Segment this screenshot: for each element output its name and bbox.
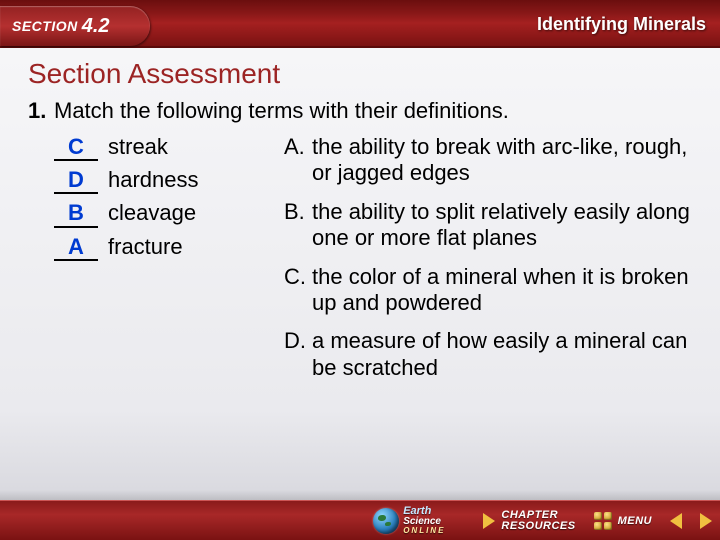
footer-bar: EarthScience ONLINE CHAPTER RESOURCES ME…	[0, 500, 720, 540]
definitions-column: A. the ability to break with arc-like, r…	[284, 134, 700, 393]
menu-grid-icon	[594, 512, 612, 530]
header-bar: SECTION 4.2 Identifying Minerals	[0, 0, 720, 48]
section-label: SECTION	[12, 18, 78, 34]
answer-blank: B	[54, 201, 98, 227]
definition-text: the color of a mineral when it is broken…	[312, 264, 700, 317]
definition-text: the ability to break with arc-like, roug…	[312, 134, 700, 187]
question-number: 1.	[28, 98, 54, 124]
definition-row: A. the ability to break with arc-like, r…	[284, 134, 700, 187]
answer-blank: A	[54, 235, 98, 261]
assessment-title: Section Assessment	[28, 58, 700, 90]
online-label: EarthScience ONLINE	[403, 506, 445, 535]
globe-icon	[373, 508, 399, 534]
columns: C streak D hardness B cleavage A fractur…	[28, 134, 700, 393]
answer-blank: D	[54, 168, 98, 194]
definition-letter: D.	[284, 328, 312, 381]
triangle-right-icon	[483, 513, 495, 529]
definition-letter: B.	[284, 199, 312, 252]
earth-science-online-button[interactable]: EarthScience ONLINE	[373, 506, 445, 535]
definition-text: a measure of how easily a mineral can be…	[312, 328, 700, 381]
question-text: Match the following terms with their def…	[54, 98, 509, 124]
definition-row: D. a measure of how easily a mineral can…	[284, 328, 700, 381]
term-row: D hardness	[54, 167, 284, 194]
term-label: streak	[108, 134, 168, 160]
term-label: cleavage	[108, 200, 196, 226]
definition-letter: C.	[284, 264, 312, 317]
term-row: B cleavage	[54, 200, 284, 227]
section-number: 4.2	[82, 15, 110, 38]
term-row: A fracture	[54, 234, 284, 261]
resources-label: RESOURCES	[501, 521, 575, 532]
term-row: C streak	[54, 134, 284, 161]
content-area: Section Assessment 1. Match the followin…	[0, 48, 720, 500]
chapter-label: CHAPTER	[501, 510, 575, 521]
term-label: hardness	[108, 167, 199, 193]
menu-label: MENU	[618, 515, 652, 527]
triangle-left-icon	[670, 513, 682, 529]
definition-row: B. the ability to split relatively easil…	[284, 199, 700, 252]
definition-text: the ability to split relatively easily a…	[312, 199, 700, 252]
topic-title: Identifying Minerals	[537, 14, 706, 35]
next-button[interactable]	[700, 513, 712, 529]
definition-letter: A.	[284, 134, 312, 187]
terms-column: C streak D hardness B cleavage A fractur…	[54, 134, 284, 393]
menu-button[interactable]: MENU	[594, 512, 652, 530]
chapter-resources-button[interactable]: CHAPTER RESOURCES	[483, 510, 575, 532]
term-label: fracture	[108, 234, 183, 260]
definition-row: C. the color of a mineral when it is bro…	[284, 264, 700, 317]
section-tab: SECTION 4.2	[0, 6, 150, 46]
question-row: 1. Match the following terms with their …	[28, 98, 700, 124]
triangle-right-icon	[700, 513, 712, 529]
prev-button[interactable]	[670, 513, 682, 529]
answer-blank: C	[54, 135, 98, 161]
